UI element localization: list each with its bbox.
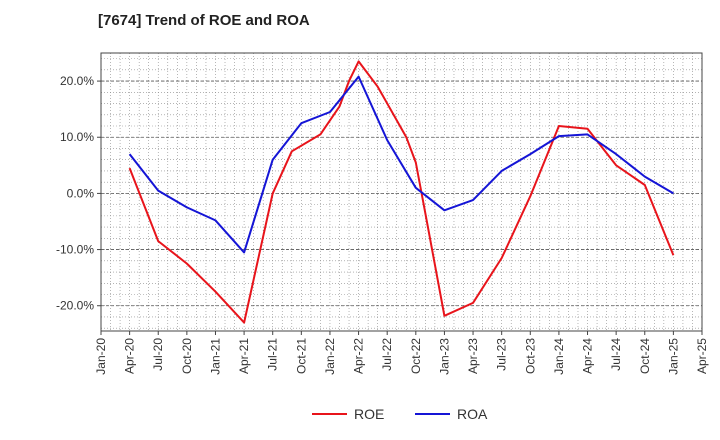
x-tick-label: Oct-22 (409, 338, 423, 374)
x-tick-label: Jul-20 (151, 338, 165, 371)
x-tick-label: Jul-22 (380, 338, 394, 371)
x-tick-label: Apr-23 (466, 338, 480, 374)
x-tick-label: Oct-23 (523, 338, 537, 374)
y-tick-label: 20.0% (60, 74, 94, 88)
plot-frame (100, 52, 703, 332)
y-tick-label: 0.0% (67, 186, 95, 200)
series-line-roa (128, 75, 674, 254)
x-tick-label: Jan-25 (666, 338, 680, 375)
plot-area (101, 53, 702, 331)
x-tick-label: Jan-23 (437, 338, 451, 375)
series-line-roe (128, 60, 675, 324)
x-tick-label: Apr-25 (695, 338, 709, 374)
legend-label-roe: ROE (354, 406, 384, 422)
x-tick-label: Oct-20 (180, 338, 194, 374)
y-tick-label: 10.0% (60, 130, 94, 144)
x-tick-label: Jul-21 (266, 338, 280, 371)
chart-title: [7674] Trend of ROE and ROA (98, 12, 310, 29)
x-tick-label: Jan-21 (208, 338, 222, 375)
x-tick-label: Jan-22 (323, 338, 337, 375)
y-tick-label: -10.0% (56, 243, 94, 257)
x-tick-label: Jul-23 (495, 338, 509, 371)
x-tick-label: Jan-20 (94, 338, 108, 375)
x-tick-label: Apr-22 (352, 338, 366, 374)
y-tick-label: -20.0% (56, 299, 94, 313)
x-tick-label: Oct-24 (638, 338, 652, 374)
x-tick-label: Apr-21 (237, 338, 251, 374)
x-tick-label: Jan-24 (552, 338, 566, 375)
x-tick-label: Jul-24 (609, 338, 623, 371)
x-tick-label: Oct-21 (294, 338, 308, 374)
x-tick-label: Apr-20 (123, 338, 137, 374)
x-tick-label: Apr-24 (581, 338, 595, 374)
legend-label-roa: ROA (457, 406, 488, 422)
